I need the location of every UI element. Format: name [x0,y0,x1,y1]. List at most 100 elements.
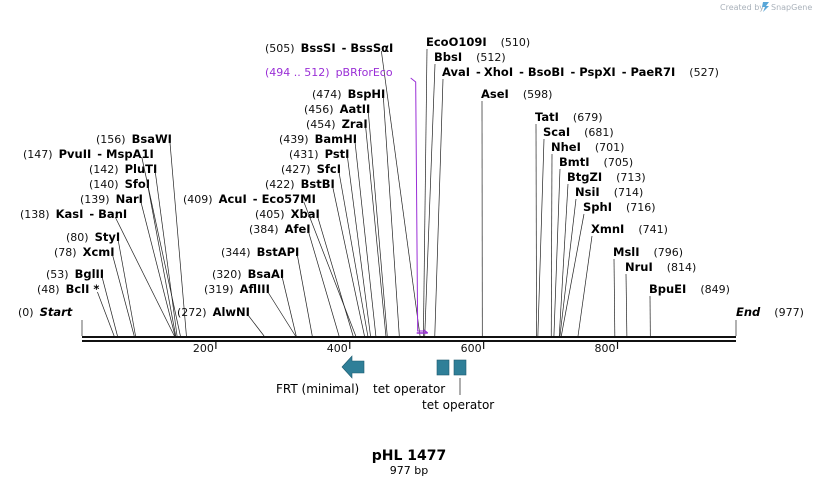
site-xbai[interactable]: (405) XbaI [255,207,354,337]
site-nari[interactable]: (139) NarI [80,192,176,337]
site-separator: - [89,207,94,221]
site-styi[interactable]: (80) StyI [66,230,136,337]
site-tati[interactable]: TatI (679) [535,110,603,337]
site-label: SphI (716) [583,200,656,214]
site-label: AseI (598) [481,87,552,101]
site-position: (138) [20,208,50,221]
site-name: ZraI [342,117,368,131]
tet-operator-box-1[interactable] [436,359,450,376]
site-pvuii[interactable]: (147) PvuII - MspA1I [23,147,181,337]
credit-brand: SnapGene [771,3,812,12]
site-bstbi[interactable]: (422) BstBI [265,177,365,337]
site-bstapi[interactable]: (344) BstAPI [221,245,313,337]
site-nhei[interactable]: NheI (701) [550,140,624,337]
tet-operator-box-2[interactable] [453,359,467,376]
site-asei[interactable]: AseI (598) [481,87,552,337]
site-name: BssSI [301,41,336,55]
site-pluti[interactable]: (142) PluTI [89,162,178,337]
site-position: (527) [689,66,719,79]
site-xmni[interactable]: XmnI (741) [577,222,668,337]
site-ecoo109i[interactable]: EcoO109I (510) [423,35,530,337]
site-scai[interactable]: ScaI (681) [537,125,614,337]
site-label: BpuEI (849) [649,282,730,296]
primer-range: (494 .. 512) [265,66,330,79]
site-leader-line [382,96,400,337]
site-bcli-[interactable]: (48) BclI * [37,282,115,337]
site-label: (505) BssSI - BssSαI [265,41,393,55]
site-name-alt: PspXI [579,65,615,79]
tet-operator-label-1: tet operator [373,382,445,396]
site-name-alt: XhoI [484,65,513,79]
site-position: (681) [584,126,614,139]
site-bsssi[interactable]: (505) BssSI - BssSαI [265,41,421,337]
ruler-tick-label: 800 [595,342,616,355]
site-name: AatII [340,102,371,116]
site-start[interactable]: (0) Start [18,305,83,336]
site-position: (142) [89,163,119,176]
frt-minimal-arrow[interactable] [341,355,365,379]
site-leader-line [560,213,585,337]
site-name: SfcI [317,162,341,176]
site-sphi[interactable]: SphI (716) [560,200,656,337]
site-btgzi[interactable]: BtgZI (713) [558,170,646,337]
site-label: (53) BglII [46,267,104,281]
site-bsawi[interactable]: (156) BsaWI [96,132,187,337]
site-label: (156) BsaWI [96,132,172,146]
site-label: (344) BstAPI [221,245,299,259]
site-name: End [736,305,761,319]
site-name: BsaAI [248,267,285,281]
site-position: (147) [23,148,53,161]
site-aatii[interactable]: (456) AatII [304,102,388,337]
site-bpuei[interactable]: BpuEI (849) [649,282,730,337]
site-leader-line [550,153,553,337]
site-sfci[interactable]: (427) SfcI [281,162,369,337]
site-label: ScaI (681) [543,125,614,139]
site-avai[interactable]: AvaI - XhoI - BsoBI - PspXI - PaeR7I (527) [434,65,719,337]
site-bmti[interactable]: BmtI (705) [553,155,633,337]
site-bglii[interactable]: (53) BglII [46,267,118,337]
site-position: (741) [638,223,668,236]
site-sfoi[interactable]: (140) SfoI [89,177,177,337]
site-nsii[interactable]: NsiI (714) [559,185,644,337]
site-label: NheI (701) [551,140,624,154]
site-kasi[interactable]: (138) KasI - BanI [20,207,175,337]
restriction-sites: (0) Start (48) BclI *(53) BglII (78) XcmI(80) S… [18,35,804,337]
site-afei[interactable]: (384) AfeI [249,222,340,337]
site-position: (53) [46,268,69,281]
site-alwni[interactable]: (272) AlwNI [177,305,265,337]
site-afliii[interactable]: (319) AflIII [204,282,296,337]
site-name: XmnI [591,222,624,236]
site-zrai[interactable]: (454) ZraI [306,117,387,337]
site-label: (431) PstI [289,147,349,161]
site-label: (384) AfeI [249,222,311,236]
site-name: NarI [116,192,143,206]
site-name: SfoI [125,177,150,191]
site-bsphi[interactable]: (474) BspHI [312,87,400,337]
site-position: (454) [306,118,336,131]
site-psti[interactable]: (431) PstI [289,147,371,337]
site-separator: - [519,65,524,79]
site-position: (714) [614,186,644,199]
site-name: BbsI [434,50,462,64]
primer-arrow[interactable] [416,329,429,334]
site-leader-line [247,314,265,337]
site-msli[interactable]: MslI (796) [613,245,683,337]
site-bbsi[interactable]: BbsI (512) [424,50,506,337]
site-label: EcoO109I (510) [426,35,530,49]
site-position: (409) [183,193,213,206]
site-separator: - [342,41,347,55]
site-leader-line [354,141,377,337]
site-bamhi[interactable]: (439) BamHI [279,132,377,337]
primer-label[interactable]: (494 .. 512) pBRforEco [265,66,393,79]
site-bsaai[interactable]: (320) BsaAI [212,267,297,337]
site-acui[interactable]: (409) AcuI - Eco57MI [183,192,357,337]
site-label: BtgZI (713) [567,170,646,184]
site-end[interactable]: End (977) [735,305,804,336]
primer-leader-line [410,77,425,332]
site-leader-line [141,156,181,337]
site-label: (80) StyI [66,230,120,244]
site-separator: - [570,65,575,79]
site-nrui[interactable]: NruI (814) [625,260,696,337]
site-xcmi[interactable]: (78) XcmI [54,245,135,337]
